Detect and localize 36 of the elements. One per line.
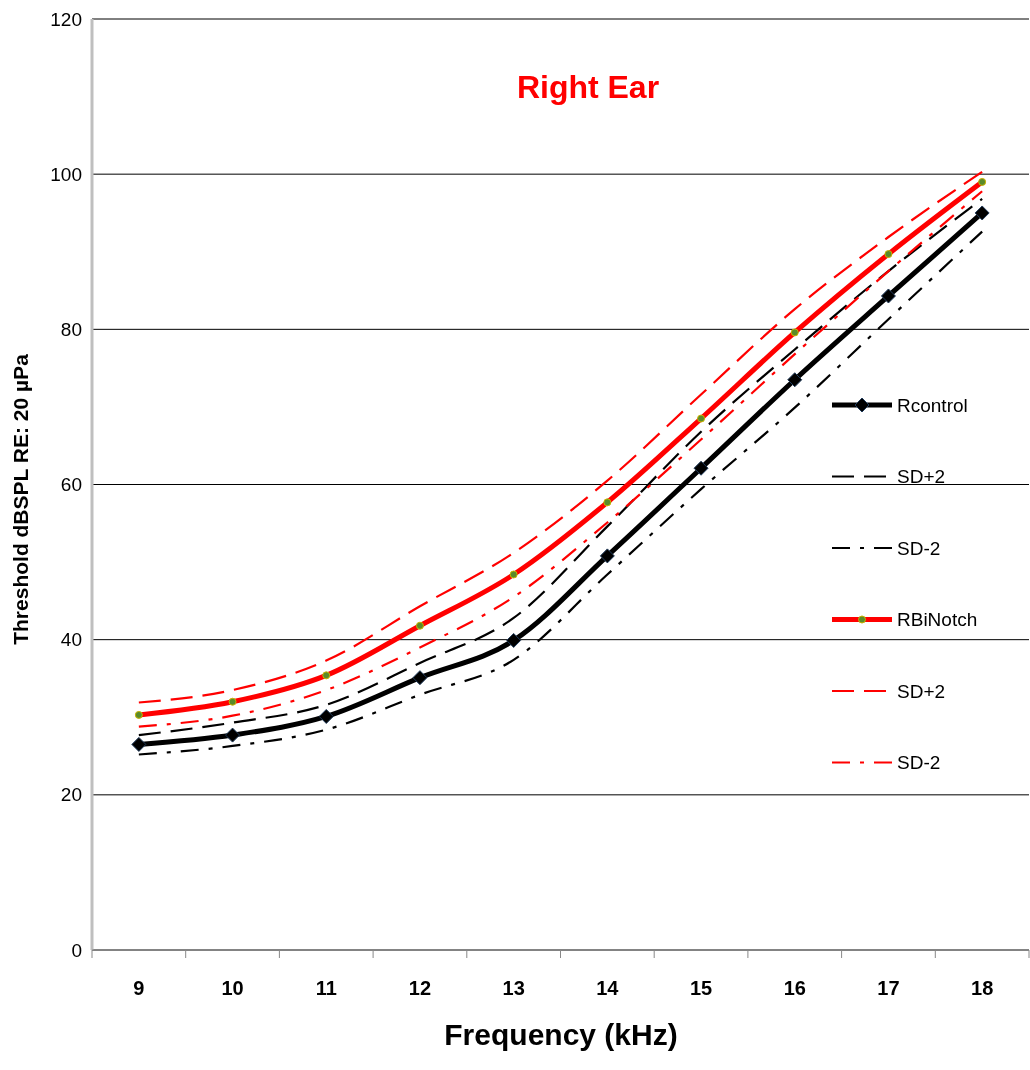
x-tick-label: 16 [783,977,806,999]
y-tick-label: 0 [71,939,82,961]
y-tick-label: 60 [60,474,82,496]
x-tick-label: 10 [221,977,244,999]
x-tick-label: 15 [689,977,713,999]
point [599,548,615,564]
point [318,708,334,724]
point [506,632,522,648]
y-tick-label: 80 [60,318,82,340]
x-tick-label: 14 [596,977,620,999]
y-tick-label: 40 [60,629,82,651]
y-axis-title: Threshold dBSPL RE: 20 µPa [9,353,32,645]
legend-label: RBiNotch [897,609,978,631]
legend-label: SD+2 [897,466,946,488]
point [974,205,990,221]
point [880,288,896,304]
y-tick-label: 20 [60,784,82,806]
legend-label: SD-2 [897,537,941,559]
x-axis-title: Frequency (kHz) [444,1018,678,1051]
point [412,670,428,686]
point [225,727,241,743]
legend-label: SD+2 [897,680,946,702]
x-tick-label: 9 [133,977,145,999]
text: Right Ear [516,69,660,105]
x-tick-label: 13 [502,977,525,999]
point [787,372,803,388]
legend-label: Rcontrol [897,394,968,416]
point [131,736,147,752]
x-tick-label: 12 [408,977,432,999]
x-tick-label: 17 [877,977,900,999]
y-tick-label: 120 [50,8,82,30]
point [693,460,709,476]
x-tick-label: 11 [315,977,337,999]
legend-label: SD-2 [897,752,941,774]
y-tick-label: 100 [50,163,82,185]
x-tick-label: 18 [971,977,994,999]
